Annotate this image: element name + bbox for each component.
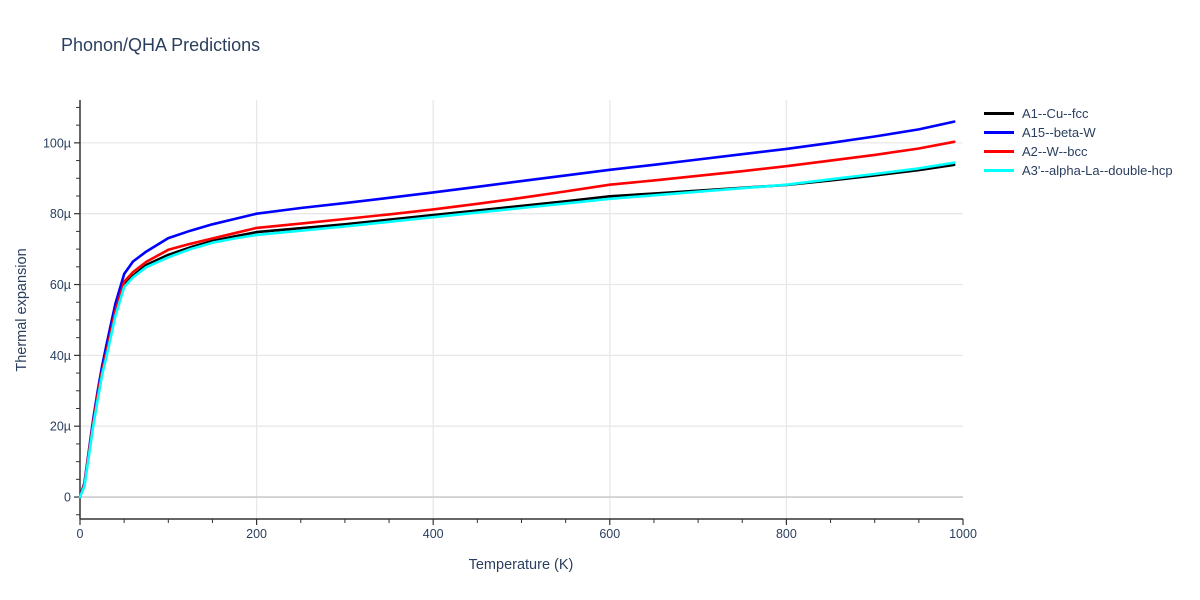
y-tick-label: 60µ — [50, 278, 71, 292]
legend-label: A3'--alpha-La--double-hcp — [1022, 163, 1173, 178]
y-tick-label: 40µ — [50, 349, 71, 363]
legend-line-swatch — [984, 131, 1014, 134]
y-tick-label: 0 — [64, 491, 71, 505]
x-tick-label: 200 — [246, 527, 267, 541]
legend-label: A1--Cu--fcc — [1022, 106, 1089, 121]
legend-item-a15-beta-w[interactable]: A15--beta-W — [984, 123, 1173, 142]
x-tick-label: 0 — [77, 527, 84, 541]
legend-label: A15--beta-W — [1022, 125, 1096, 140]
x-tick-label: 400 — [423, 527, 444, 541]
legend-item-a3-alpha-la-double-hcp[interactable]: A3'--alpha-La--double-hcp — [984, 161, 1173, 180]
legend-label: A2--W--bcc — [1022, 144, 1088, 159]
legend: A1--Cu--fcc A15--beta-W A2--W--bcc A3'--… — [984, 104, 1173, 180]
series-line-A1--Cu--fcc — [78, 163, 956, 499]
series-line-A2--W--bcc — [78, 140, 956, 499]
series-line-A15--beta-W — [78, 120, 956, 499]
series-line-A3'--alpha-La--double-hcp — [78, 161, 956, 499]
legend-item-a1-cu-fcc[interactable]: A1--Cu--fcc — [984, 104, 1173, 123]
x-tick-label: 600 — [599, 527, 620, 541]
y-tick-label: 100µ — [43, 136, 71, 150]
legend-item-a2-w-bcc[interactable]: A2--W--bcc — [984, 142, 1173, 161]
legend-line-swatch — [984, 150, 1014, 153]
x-tick-label: 1000 — [949, 527, 977, 541]
y-tick-label: 20µ — [50, 420, 71, 434]
legend-line-swatch — [984, 112, 1014, 115]
x-tick-label: 800 — [776, 527, 797, 541]
legend-line-swatch — [984, 169, 1014, 172]
chart-title: Phonon/QHA Predictions — [61, 35, 261, 55]
y-axis-title: Thermal expansion — [14, 248, 30, 372]
x-axis-title: Temperature (K) — [468, 557, 574, 573]
y-tick-label: 80µ — [50, 207, 71, 221]
